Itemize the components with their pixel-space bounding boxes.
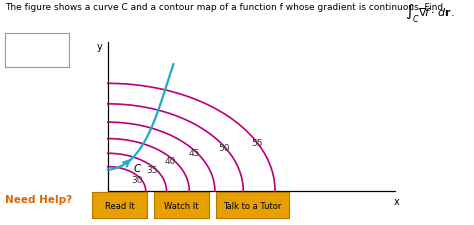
Text: 30: 30 <box>132 175 143 184</box>
Text: $\int_C \nabla\!f \cdot\, d\mathbf{r}.$: $\int_C \nabla\!f \cdot\, d\mathbf{r}.$ <box>405 2 455 25</box>
Text: Talk to a Tutor: Talk to a Tutor <box>223 201 282 210</box>
Text: 40: 40 <box>164 156 176 165</box>
Text: Need Help?: Need Help? <box>5 195 72 205</box>
Text: 55: 55 <box>252 138 263 147</box>
Text: x: x <box>394 197 400 207</box>
Text: 35: 35 <box>146 166 157 175</box>
Text: C: C <box>134 163 141 173</box>
Text: Read It: Read It <box>105 201 135 210</box>
Text: The figure shows a curve C and a contour map of a function f whose gradient is c: The figure shows a curve C and a contour… <box>5 3 443 12</box>
Text: 45: 45 <box>188 148 200 157</box>
Text: Watch It: Watch It <box>164 201 199 210</box>
Text: 50: 50 <box>218 143 229 152</box>
Text: y: y <box>96 42 102 52</box>
Text: 0: 0 <box>96 195 102 205</box>
